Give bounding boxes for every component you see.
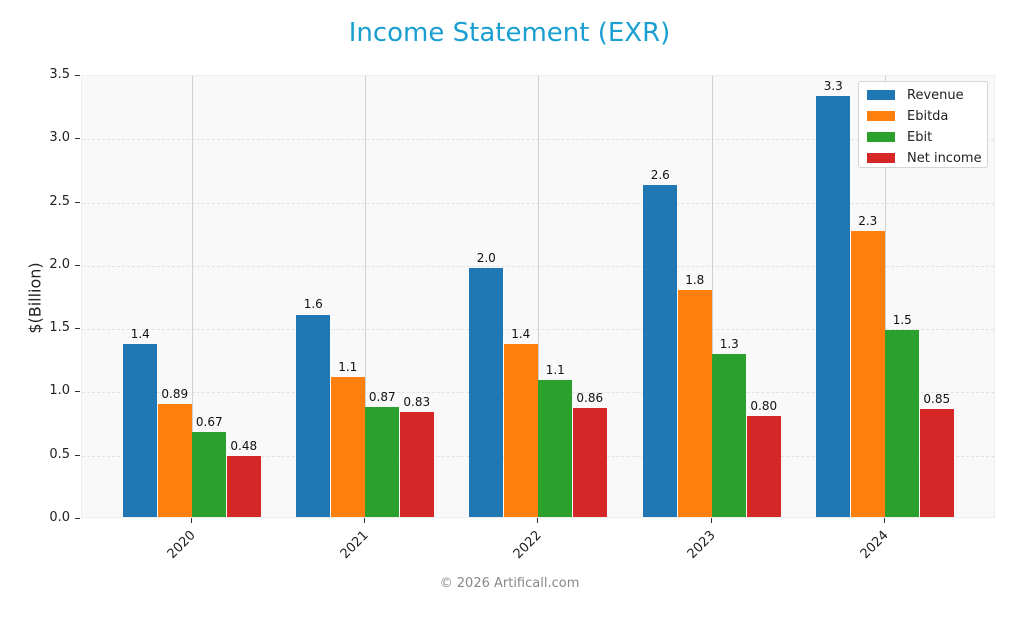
bar-value-label: 2.0	[476, 250, 496, 265]
bar-value-label: 3.3	[823, 78, 843, 93]
bar-value-label: 0.86	[576, 391, 604, 406]
legend-label: Ebit	[907, 129, 933, 145]
x-tick-mark	[537, 518, 538, 523]
x-tick-mark	[884, 518, 885, 523]
bar-ebit-2020	[192, 432, 226, 517]
legend-label: Ebitda	[907, 108, 949, 124]
bar-value-label: 2.6	[650, 168, 670, 183]
bar-value-label: 1.6	[303, 297, 323, 312]
vertical-gridline	[712, 76, 713, 517]
bar-value-label: 1.3	[719, 336, 739, 351]
y-tick-label: 3.0	[49, 130, 70, 146]
y-tick-mark	[75, 328, 80, 330]
bar-ebitda-2021	[330, 376, 365, 517]
x-tick-label: 2020	[164, 528, 199, 563]
bar-value-label: 0.87	[368, 389, 396, 404]
legend-swatch	[867, 90, 895, 100]
y-tick-label: 0.0	[49, 510, 70, 525]
legend-label: Net income	[907, 150, 982, 166]
legend-item-ebit: Ebit	[867, 128, 932, 146]
y-tick-label: 1.5	[49, 320, 70, 336]
y-tick-mark	[75, 138, 80, 140]
chart-title: Income Statement (EXR)	[348, 18, 671, 48]
bar-value-label: 1.1	[545, 363, 565, 378]
bar-value-label: 1.4	[130, 326, 150, 341]
y-tick-mark	[75, 264, 80, 266]
legend-item-revenue: Revenue	[867, 86, 964, 104]
y-tick-label: 2.5	[49, 193, 70, 209]
bar-revenue-2024	[816, 95, 850, 517]
bar-ebit-2023	[712, 353, 746, 517]
y-tick-mark	[75, 75, 80, 76]
bar-net-income-2020	[226, 456, 261, 517]
legend-swatch	[867, 153, 895, 163]
legend-item-ebitda: Ebitda	[867, 107, 948, 125]
bar-ebitda-2023	[677, 290, 712, 517]
bar-value-label: 0.80	[750, 398, 778, 413]
bar-ebit-2024	[885, 329, 919, 517]
x-tick-mark	[191, 518, 192, 523]
bar-ebit-2021	[365, 406, 399, 517]
bar-value-label: 1.4	[511, 326, 531, 341]
x-tick-label: 2024	[857, 528, 892, 563]
legend-swatch	[867, 132, 895, 142]
legend-item-net-income: Net income	[867, 149, 982, 167]
bar-ebit-2022	[538, 380, 572, 517]
y-tick-mark	[75, 454, 80, 456]
bar-value-label: 2.3	[858, 213, 878, 228]
vertical-gridline	[885, 76, 886, 517]
x-tick-label: 2022	[510, 528, 545, 563]
bar-revenue-2022	[469, 267, 503, 517]
bar-net-income-2022	[572, 408, 607, 517]
bar-value-label: 0.85	[923, 392, 951, 407]
bar-net-income-2021	[399, 411, 434, 517]
x-tick-label: 2023	[684, 528, 719, 563]
y-tick-label: 3.5	[49, 67, 70, 82]
bar-value-label: 1.5	[892, 312, 912, 327]
chart-legend: Revenue Ebitda Ebit Net income	[858, 81, 988, 168]
bar-value-label: 0.67	[195, 415, 223, 430]
x-tick-label: 2021	[337, 528, 372, 563]
bar-revenue-2023	[643, 185, 677, 517]
y-tick-label: 2.0	[49, 256, 70, 272]
y-tick-label: 1.0	[49, 383, 70, 399]
bar-value-label: 0.83	[403, 394, 431, 409]
y-tick-mark	[75, 391, 80, 393]
x-tick-mark	[364, 518, 365, 523]
y-tick-mark	[75, 518, 80, 519]
vertical-gridline	[538, 76, 539, 517]
y-tick-label: 0.5	[49, 446, 70, 462]
plot-area: 1.4 0.89 0.67 0.48 1.6 1.1 0.87 0.83 2.0 1.4 1.1 0.…	[81, 75, 995, 518]
bar-ebitda-2024	[850, 230, 885, 517]
bar-ebitda-2022	[503, 343, 538, 517]
bar-net-income-2024	[919, 409, 954, 517]
vertical-gridline	[365, 76, 366, 517]
bar-value-label: 1.8	[685, 273, 705, 288]
bar-value-label: 0.89	[161, 387, 189, 402]
copyright-footer: © 2026 Artificall.com	[439, 576, 580, 591]
bar-ebitda-2020	[157, 404, 192, 517]
y-tick-mark	[75, 201, 80, 203]
bar-value-label: 0.48	[230, 439, 258, 454]
legend-label: Revenue	[907, 87, 964, 103]
bar-net-income-2023	[746, 415, 781, 517]
vertical-gridline	[192, 76, 193, 517]
bar-revenue-2020	[123, 343, 157, 517]
x-tick-mark	[711, 518, 712, 523]
bar-revenue-2021	[296, 314, 330, 517]
legend-swatch	[867, 111, 895, 121]
bar-value-label: 1.1	[338, 359, 358, 374]
